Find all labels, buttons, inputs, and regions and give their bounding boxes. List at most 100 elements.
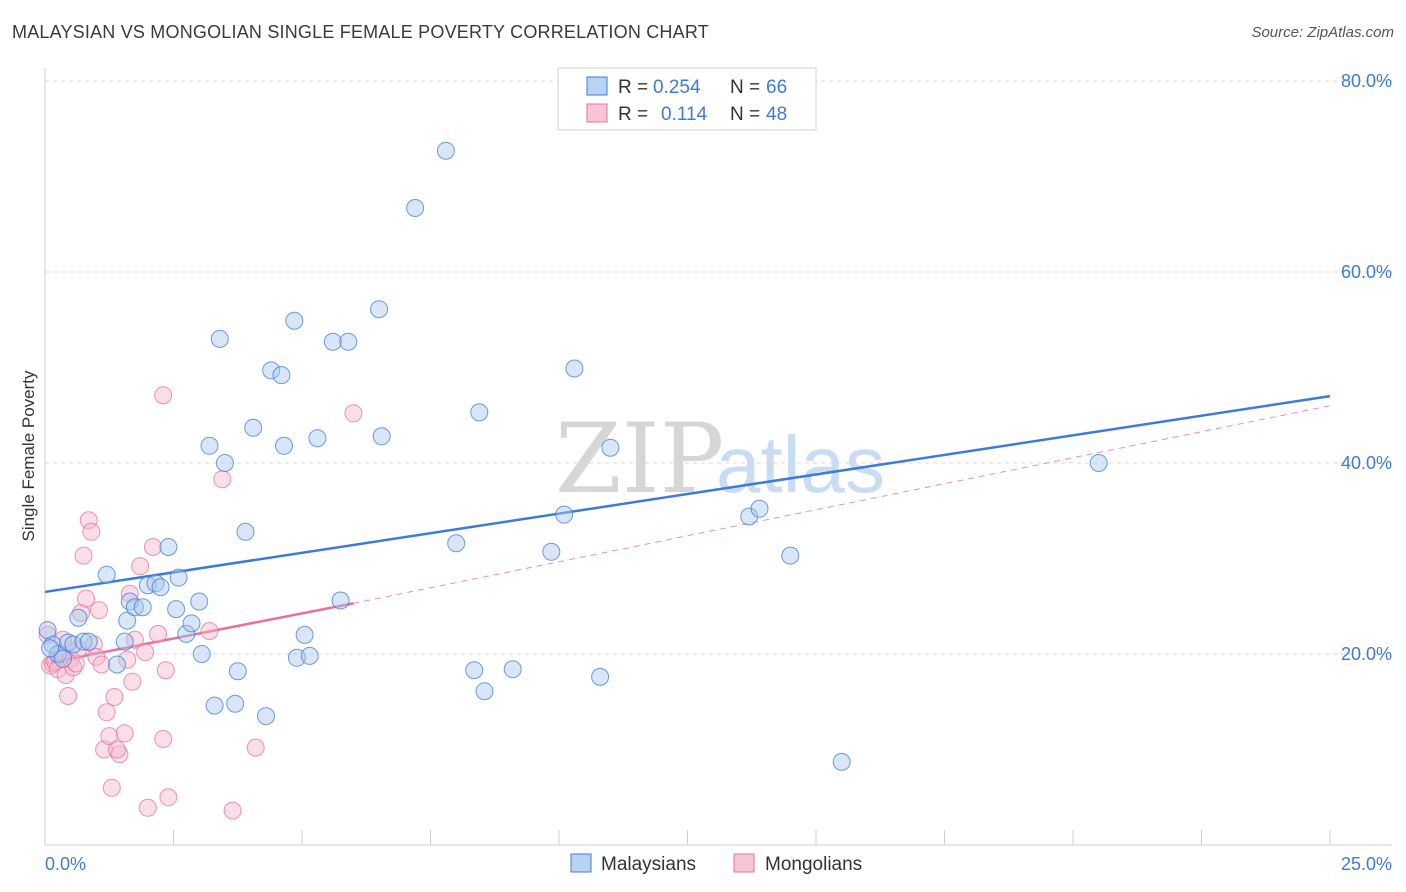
malaysians-point-26: [205, 696, 224, 715]
mongolians-point-25: [102, 778, 121, 797]
stats-legend: R = 0.254 N = 66 R = 0.114 N = 48: [557, 67, 817, 131]
malaysians-point-2: [54, 649, 72, 668]
malaysians-point-42: [323, 332, 342, 351]
mongolians-point-42: [200, 622, 219, 641]
mongolians-point-30: [120, 584, 139, 603]
malaysians-point-47: [406, 199, 425, 217]
y-tick-label-80: 80.0%: [1341, 71, 1392, 91]
malaysians-point-9: [108, 655, 126, 674]
malaysians-point-56: [565, 359, 584, 378]
malaysians-point-41: [308, 429, 327, 448]
watermark-zip: ZIP: [555, 403, 724, 515]
mongolians-point-14: [74, 546, 93, 565]
malaysians-point-36: [275, 436, 293, 455]
mongolians-point-38: [154, 730, 173, 748]
malaysians-point-14: [133, 598, 152, 617]
mongolians-point-35: [138, 798, 157, 817]
legend-n-value-1: 66: [766, 77, 787, 98]
malaysians-point-29: [226, 694, 245, 713]
malaysians-point-39: [295, 625, 314, 644]
legend-swatch-mongolians: [586, 103, 608, 123]
bottom-legend-swatch-malaysians: [570, 853, 592, 873]
legend-r-value-1: 0.254: [653, 77, 701, 98]
malaysians-point-31: [236, 522, 255, 541]
malaysians-point-27: [210, 329, 229, 348]
mongolians-point-41: [154, 386, 173, 405]
malaysians-point-5: [69, 608, 88, 627]
malaysians-point-30: [228, 662, 247, 681]
malaysians-point-46: [372, 427, 391, 446]
mongolians-point-15: [77, 589, 96, 608]
mongolians-point-8: [59, 687, 78, 705]
malaysians-point-34: [262, 361, 281, 380]
malaysians-point-32: [244, 418, 263, 437]
malaysians-point-11: [118, 611, 137, 630]
mongolians-point-36: [143, 538, 162, 556]
bottom-legend-mongolians: Mongolians: [765, 854, 862, 875]
malaysians-point-40: [300, 646, 319, 665]
malaysians-point-35: [272, 366, 291, 385]
malaysians-point-53: [503, 660, 522, 679]
mongolians-point-27: [110, 745, 129, 764]
legend-swatch-malaysians: [586, 76, 608, 96]
malaysians-point-59: [740, 507, 759, 526]
legend-n-value-2: 48: [766, 104, 787, 125]
malaysians-point-18: [159, 538, 178, 556]
legend-n-label-2: N =: [730, 104, 760, 125]
series-legend: Malaysians Mongolians: [570, 853, 862, 875]
mongolians-point-39: [156, 661, 175, 680]
malaysians-point-19: [167, 600, 186, 619]
mongolians-point-6: [54, 630, 72, 649]
y-tick-label-20: 20.0%: [1341, 644, 1392, 664]
malaysians-point-25: [200, 436, 219, 455]
malaysians-point-57: [591, 667, 610, 686]
mongolians-point-43: [213, 470, 232, 489]
data-points: [38, 141, 1108, 820]
malaysians-point-20: [169, 568, 188, 587]
malaysians-point-60: [750, 499, 769, 518]
malaysians-point-8: [97, 565, 116, 584]
mongolians-point-31: [123, 672, 142, 691]
mongolians-point-44: [223, 801, 242, 820]
mongolians-point-17: [82, 522, 101, 541]
malaysians-point-48: [436, 141, 455, 160]
mongolians-point-13: [72, 603, 90, 622]
mongolians-point-28: [115, 724, 134, 743]
mongolians-point-47: [108, 740, 126, 759]
mongolians-point-26: [105, 688, 124, 706]
malaysians-point-37: [285, 311, 304, 330]
legend-r-label-1: R =: [618, 77, 648, 98]
malaysians-point-61: [781, 546, 800, 565]
bottom-legend-malaysians: Malaysians: [601, 854, 696, 875]
malaysians-point-44: [339, 332, 358, 351]
legend-r-value-2: 0.114: [661, 104, 708, 125]
malaysians-point-33: [257, 707, 275, 726]
y-tick-label-60: 60.0%: [1341, 262, 1392, 282]
malaysians-point-49: [447, 534, 466, 553]
mongolians-point-33: [131, 557, 150, 576]
malaysians-point-54: [542, 542, 561, 561]
axes: [44, 68, 1392, 846]
mongolians-trend-extension: [353, 405, 1331, 604]
malaysians-point-52: [475, 682, 494, 701]
malaysians-point-22: [182, 614, 201, 633]
malaysians-point-10: [115, 632, 134, 651]
malaysians-point-50: [465, 661, 484, 680]
y-axis-label: Single Female Poverty: [19, 370, 38, 542]
malaysians-point-55: [555, 505, 574, 524]
y-tick-label-40: 40.0%: [1341, 453, 1392, 473]
malaysians-trend-line: [44, 394, 1331, 594]
watermark-atlas: atlas: [716, 420, 885, 509]
mongolians-point-40: [159, 788, 178, 807]
grid-lines: [45, 80, 1392, 655]
mongolians-trend-line: [44, 602, 354, 665]
chart-source: Source: ZipAtlas.com: [1251, 24, 1394, 41]
malaysians-point-62: [832, 752, 851, 771]
malaysians-point-21: [177, 624, 196, 643]
mongolians-point-23: [97, 703, 116, 722]
mongolians-point-45: [246, 738, 265, 757]
bottom-legend-swatch-mongolians: [733, 853, 755, 873]
malaysians-point-65: [41, 639, 60, 658]
mongolians-point-16: [79, 511, 98, 530]
